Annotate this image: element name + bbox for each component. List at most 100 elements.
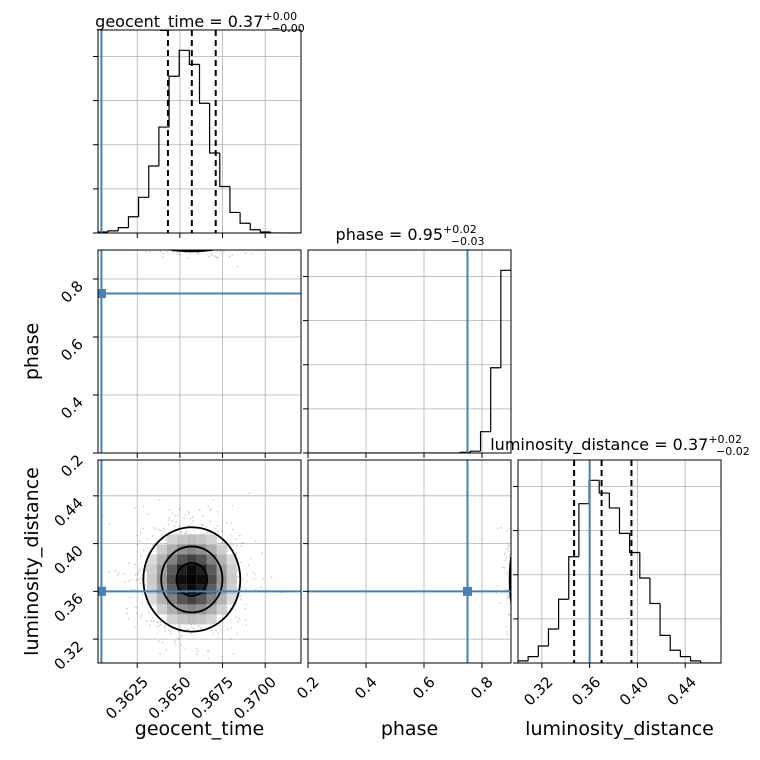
sample-point xyxy=(197,222,199,224)
sample-point xyxy=(185,530,188,533)
sample-point xyxy=(530,566,532,568)
density-cell xyxy=(196,604,207,615)
sample-point xyxy=(524,570,526,572)
sample-point xyxy=(185,235,187,237)
sample-point xyxy=(172,251,174,254)
sample-point xyxy=(165,227,167,229)
sample-point xyxy=(194,221,196,223)
sample-point xyxy=(538,568,540,570)
sample-point xyxy=(252,240,254,242)
sample-point xyxy=(527,520,529,522)
sample-point xyxy=(526,562,528,564)
sample-point xyxy=(535,579,537,581)
density-cell xyxy=(186,544,197,555)
sample-point xyxy=(526,567,528,569)
sample-point xyxy=(150,238,152,240)
sample-point xyxy=(530,642,532,644)
sample-point xyxy=(525,492,527,494)
sample-point xyxy=(194,243,196,245)
sample-point xyxy=(524,563,526,565)
sample-point xyxy=(259,236,261,238)
sample-point xyxy=(526,591,528,593)
title-main: geocent_time = 0.37 xyxy=(95,12,263,32)
sample-point xyxy=(177,625,180,628)
sample-point xyxy=(527,540,529,542)
sample-point xyxy=(533,569,535,571)
sample-point xyxy=(526,589,528,591)
sample-point xyxy=(150,229,152,231)
sample-point xyxy=(234,537,237,540)
sample-point xyxy=(529,592,531,594)
x-tick-label: 0.8 xyxy=(467,673,497,703)
sample-point xyxy=(220,243,222,245)
sample-point xyxy=(221,655,223,658)
sample-point xyxy=(207,531,210,534)
sample-point xyxy=(152,238,154,240)
sample-point xyxy=(181,230,183,232)
sample-point xyxy=(177,241,179,243)
sample-point xyxy=(192,240,194,242)
hist-bin xyxy=(629,533,640,554)
sample-point xyxy=(516,612,518,614)
sample-point xyxy=(518,553,520,555)
sample-point xyxy=(523,547,525,549)
sample-point xyxy=(185,532,188,535)
sample-point xyxy=(528,583,530,585)
sample-point xyxy=(530,525,532,527)
sample-point xyxy=(526,620,528,622)
sample-point xyxy=(514,536,516,538)
sample-point xyxy=(524,600,526,602)
sample-point xyxy=(513,560,515,562)
sample-point xyxy=(523,549,525,551)
sample-point xyxy=(519,559,521,561)
sample-point xyxy=(163,626,166,629)
y-axis-label-luminosity_distance: luminosity_distance xyxy=(21,467,43,656)
sample-point xyxy=(215,256,218,259)
sample-point xyxy=(526,556,528,558)
sample-point xyxy=(540,542,542,544)
sample-point xyxy=(184,222,186,224)
sample-point xyxy=(512,576,514,578)
sample-point xyxy=(531,605,533,607)
sample-point xyxy=(215,235,217,237)
sample-point xyxy=(527,560,529,562)
sample-point xyxy=(198,227,200,229)
sample-point xyxy=(209,243,211,245)
sample-point xyxy=(254,573,257,576)
sample-point xyxy=(146,240,148,242)
sample-point xyxy=(203,240,205,242)
sample-point xyxy=(202,219,204,221)
sample-point xyxy=(515,579,517,581)
sample-point xyxy=(525,562,527,564)
sample-point xyxy=(145,570,147,572)
sample-point xyxy=(162,220,164,222)
sample-point xyxy=(534,586,536,588)
sample-point xyxy=(253,578,256,580)
sample-point xyxy=(526,582,528,584)
sample-point xyxy=(202,236,204,238)
sample-point xyxy=(190,624,193,626)
sample-point xyxy=(519,578,521,580)
sample-point xyxy=(533,631,535,633)
sample-point xyxy=(531,579,533,581)
sample-point xyxy=(220,237,222,239)
sample-point xyxy=(194,246,196,248)
sample-point xyxy=(522,553,524,555)
sample-point xyxy=(543,610,545,612)
sample-point xyxy=(172,229,174,231)
sample-point xyxy=(539,575,541,577)
sample-point xyxy=(159,225,161,227)
sample-point xyxy=(160,224,162,226)
sample-point xyxy=(532,591,534,593)
sample-point xyxy=(524,605,526,607)
sample-point xyxy=(160,237,162,239)
density-cell xyxy=(531,604,541,614)
sample-point xyxy=(527,538,529,540)
sample-point xyxy=(526,539,528,541)
sample-point xyxy=(166,236,168,238)
sample-point xyxy=(524,560,526,562)
sample-point xyxy=(522,588,524,590)
sample-point xyxy=(515,568,517,570)
sample-point xyxy=(195,222,197,224)
sample-point xyxy=(237,236,239,238)
